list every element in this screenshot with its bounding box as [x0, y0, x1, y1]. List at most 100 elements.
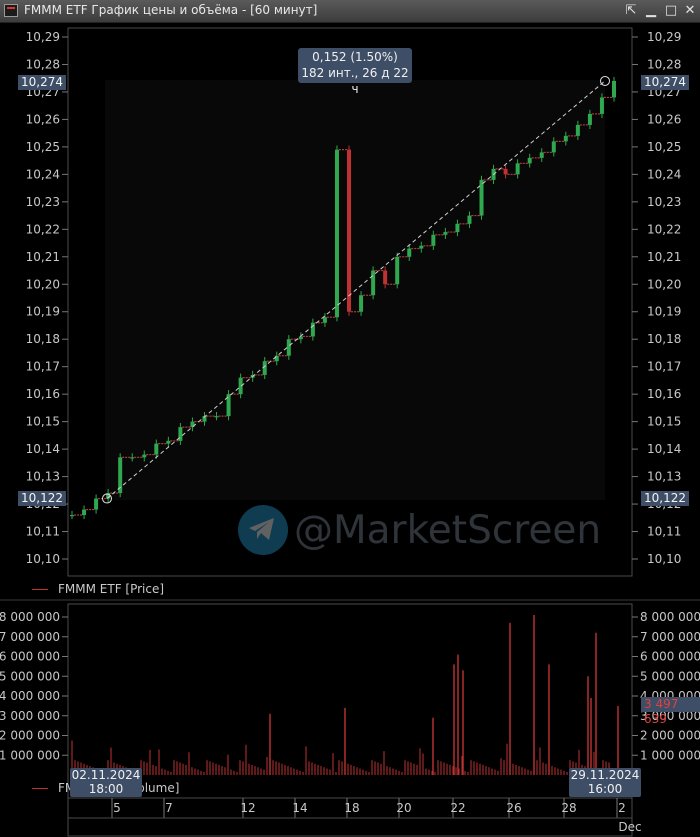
volume-tick-label-right: 6 000 000: [640, 650, 700, 664]
close-button[interactable]: ✕: [684, 3, 696, 18]
candle-tick: [597, 113, 600, 115]
price-tick-label-left: 10,21: [26, 250, 60, 264]
candle-tick: [278, 355, 281, 357]
candle-tick: [305, 335, 308, 338]
candle-tick: [519, 162, 522, 164]
candle-tick: [402, 256, 405, 258]
candle-tick: [342, 149, 344, 151]
candle-tick: [447, 231, 450, 233]
candle-body: [563, 135, 568, 142]
candle-tick: [170, 440, 173, 442]
candle-tick: [110, 492, 113, 494]
candle-tick: [158, 443, 161, 445]
candle-tick: [338, 149, 341, 151]
start-price-tag-right: 10,122: [641, 491, 689, 506]
candle-tick: [140, 456, 143, 458]
candle-tick: [561, 140, 564, 142]
candle-tick: [414, 247, 417, 250]
candle-tick: [429, 245, 432, 247]
candle-tick: [351, 311, 354, 313]
candle-tick: [296, 338, 299, 340]
candle-tick: [507, 173, 510, 175]
end-date: 29.11.2024: [570, 768, 640, 782]
price-tick-label-right: 10,20: [647, 277, 681, 291]
candle-tick: [390, 283, 393, 285]
candle-tick: [89, 508, 92, 511]
price-tick-label-left: 10,28: [26, 57, 60, 71]
candle-tick: [450, 231, 453, 233]
candle-tick: [438, 234, 441, 236]
candle-body: [322, 317, 327, 323]
volume-tick-label-right: 2 000 000: [640, 729, 700, 743]
candle-tick: [483, 179, 486, 181]
candle-tick: [381, 269, 384, 272]
price-tick-label-right: 10,18: [647, 332, 681, 346]
candle-tick: [176, 440, 179, 442]
candle-tick: [104, 497, 107, 500]
candle-tick: [426, 245, 429, 247]
candle-tick: [453, 231, 456, 233]
price-tick-label-left: 10,26: [26, 112, 60, 126]
candle-tick: [266, 360, 269, 362]
price-tick-label-left: 10,29: [26, 30, 60, 44]
candle-body: [70, 515, 74, 517]
price-tick-label-right: 10,25: [647, 140, 681, 154]
month-label: Dec: [618, 820, 641, 834]
volume-tick-label-right: 3 000 000: [640, 709, 700, 723]
price-tick-label-left: 10,17: [26, 360, 60, 374]
candle-body: [383, 270, 388, 285]
candle-body: [202, 416, 207, 422]
time-tick-label: 22: [450, 801, 465, 815]
candle-tick: [525, 162, 528, 164]
candle-tick: [609, 96, 612, 99]
candle-body: [310, 322, 315, 337]
candle-tick: [495, 168, 498, 170]
price-tick-label-right: 10,22: [647, 222, 681, 236]
volume-tick-label-right: 1 000 000: [640, 748, 700, 762]
measure-tooltip: 0,152 (1.50%) 182 инт., 26 д 22 ч: [298, 48, 412, 96]
candle-body: [527, 157, 532, 164]
measure-interval: 182 инт., 26 д 22 ч: [301, 66, 409, 96]
candle-tick: [501, 168, 504, 170]
maximize-button[interactable]: □: [664, 3, 678, 18]
price-tick-label-left: 10,19: [26, 305, 60, 319]
candle-tick: [591, 113, 594, 115]
time-tick-label: 2: [618, 801, 626, 815]
candle-tick: [245, 377, 248, 379]
candle-body: [503, 168, 508, 175]
candle-tick: [86, 508, 89, 511]
candle-tick: [200, 421, 203, 423]
candle-tick: [146, 454, 149, 456]
price-tick-label-left: 10,24: [26, 167, 60, 181]
candle-tick: [320, 322, 323, 324]
price-tick-label-right: 10,26: [647, 112, 681, 126]
candle-tick: [489, 179, 492, 181]
candle-tick: [281, 355, 284, 357]
candle-tick: [194, 421, 197, 423]
candle-body: [455, 223, 460, 233]
candle-tick: [546, 151, 549, 153]
minimize-button[interactable]: ▁: [646, 3, 656, 18]
end-time: 16:00: [587, 782, 623, 796]
candle-tick: [555, 140, 558, 142]
measure-start-point: [102, 493, 112, 504]
candle-body: [431, 234, 436, 246]
candle-tick: [459, 223, 462, 225]
candle-tick: [585, 124, 588, 126]
candle-tick: [363, 294, 366, 296]
candle-tick: [116, 492, 119, 494]
candle-body: [178, 427, 183, 441]
candle-body: [551, 141, 556, 153]
candle-body: [419, 245, 424, 249]
candle-tick: [558, 140, 561, 142]
measure-line: [106, 80, 606, 499]
candle-tick: [531, 157, 534, 159]
start-price-tag-left: 10,122: [18, 491, 66, 506]
candle-body: [443, 232, 448, 235]
candle-tick: [128, 456, 131, 458]
price-tick-label-left: 10,20: [26, 277, 60, 291]
time-tick-label: 14: [292, 801, 307, 815]
candle-tick: [182, 426, 185, 428]
float-window-button[interactable]: ⇱: [625, 3, 637, 18]
